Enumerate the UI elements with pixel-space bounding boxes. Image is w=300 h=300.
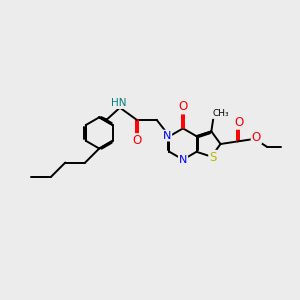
- Text: CH₃: CH₃: [212, 109, 229, 118]
- Text: O: O: [178, 100, 188, 113]
- Text: HN: HN: [111, 98, 127, 108]
- Text: O: O: [132, 134, 141, 147]
- Text: S: S: [209, 151, 217, 164]
- Text: O: O: [252, 130, 261, 144]
- Text: N: N: [163, 130, 171, 141]
- Text: N: N: [179, 155, 187, 165]
- Text: O: O: [235, 116, 244, 129]
